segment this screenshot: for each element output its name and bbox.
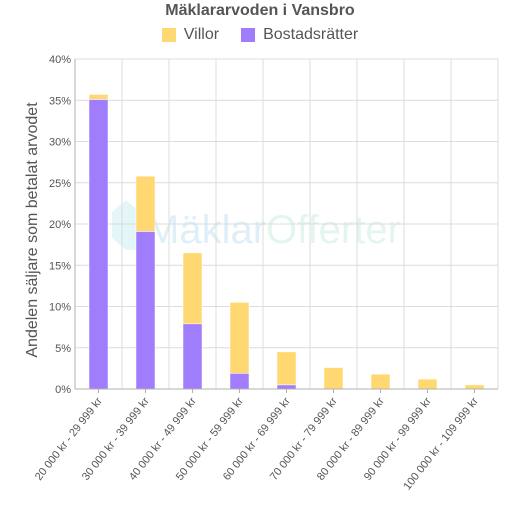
y-tick-label: 20%	[49, 219, 71, 231]
bar-bostadsr-tter	[229, 373, 250, 390]
bar-bostadsr-tter	[182, 323, 203, 390]
legend-item-bostadsratter[interactable]: Bostadsrätter	[241, 26, 358, 44]
bar-bostadsr-tter	[135, 231, 156, 390]
y-axis-label: Andelen säljare som betalat arvodet	[24, 102, 41, 358]
bar-villor	[464, 384, 485, 390]
y-tick-label: 0%	[55, 384, 71, 396]
y-tick-label: 40%	[49, 54, 71, 66]
legend-label-villor: Villor	[183, 26, 220, 43]
bar-villor	[276, 351, 297, 386]
bar-villor	[323, 367, 344, 390]
y-tick-label: 35%	[49, 95, 71, 107]
bar-bostadsr-tter	[88, 99, 109, 390]
bar-bostadsr-tter	[276, 384, 297, 390]
bar-villor	[88, 94, 109, 100]
watermark-text: MäklarOfferter	[146, 208, 401, 252]
legend-label-bostadsratter: Bostadsrätter	[263, 26, 359, 43]
legend-swatch-villor	[161, 28, 176, 42]
legend-item-villor[interactable]: Villor	[161, 26, 220, 44]
y-tick-label: 30%	[49, 137, 71, 149]
bars	[88, 94, 485, 390]
chart-title: Mäklararvoden i Vansbro	[165, 2, 355, 19]
y-tick-label: 25%	[49, 178, 71, 190]
y-tick-label: 5%	[55, 343, 71, 355]
bar-villor	[135, 175, 156, 232]
bar-villor	[417, 378, 438, 390]
legend-swatch-bostadsratter	[241, 28, 256, 42]
watermark-icon	[112, 200, 140, 250]
y-tick-label: 10%	[49, 302, 71, 314]
legend: Villor Bostadsrätter	[0, 26, 520, 44]
watermark-logo: MäklarOfferter	[112, 200, 401, 252]
bar-villor	[370, 373, 391, 390]
y-tick-label: 15%	[49, 260, 71, 272]
bar-villor	[182, 252, 203, 325]
bar-villor	[229, 302, 250, 374]
